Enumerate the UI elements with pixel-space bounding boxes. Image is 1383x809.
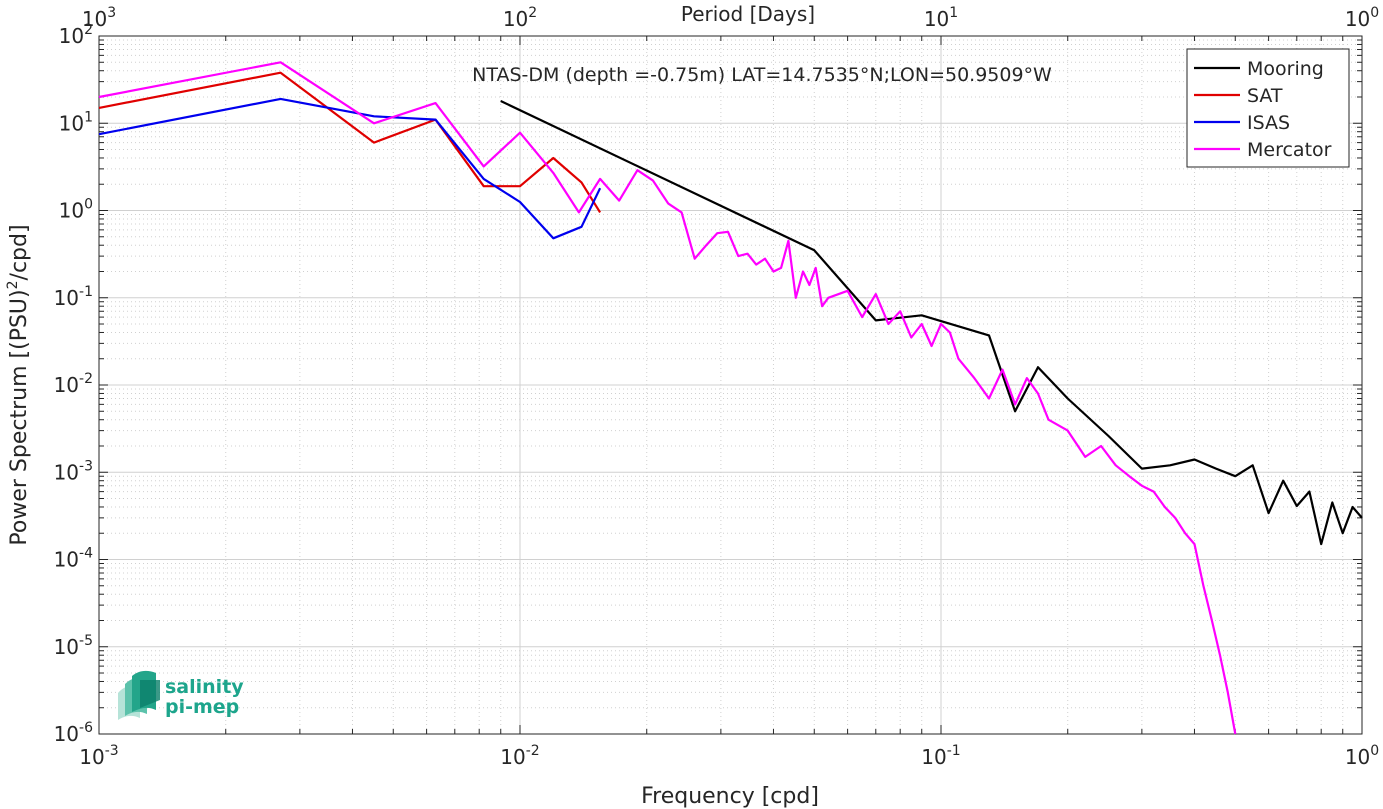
series-line-isas <box>98 97 602 240</box>
y-tick-label: 10-6 <box>54 720 94 746</box>
top-axis-label: Period [Days] <box>681 2 815 26</box>
y-tick-label: 10-1 <box>54 284 93 310</box>
y-axis-label-sup: 2 <box>5 280 21 289</box>
top-tick-label: 101 <box>924 5 958 31</box>
salinity-logo: salinity pi-mep <box>118 670 244 720</box>
series-line-sat <box>98 71 602 213</box>
y-tick-label: 101 <box>59 109 93 135</box>
y-axis-label-main: Power Spectrum [(PSU) <box>7 289 32 545</box>
y-tick-label: 10-4 <box>54 546 94 572</box>
top-tick-label: 103 <box>82 5 116 31</box>
y-tick-label: 10-3 <box>54 458 93 484</box>
y-tick-label: 10-2 <box>54 371 93 397</box>
chart-title: NTAS-DM (depth =-0.75m) LAT=14.7535°N;LO… <box>472 64 1052 86</box>
legend-label-isas: ISAS <box>1247 112 1290 134</box>
series-lines <box>98 61 1363 735</box>
series-line-mooring <box>500 100 1363 546</box>
logo-text-line2: pi-mep <box>165 696 239 718</box>
y-axis-label: Power Spectrum [(PSU)2/cpd] <box>5 224 32 545</box>
logo-text-line1: salinity <box>165 676 244 698</box>
axis-ticks <box>98 36 1362 735</box>
legend-label-sat: SAT <box>1247 85 1283 107</box>
x-tick-label: 10-3 <box>79 743 118 769</box>
y-axis-label-tail: /cpd] <box>7 224 32 280</box>
y-tick-label: 100 <box>59 197 93 223</box>
x-tick-label: 10-2 <box>500 743 539 769</box>
legend-label-mooring: Mooring <box>1247 58 1324 80</box>
logo-waves-icon <box>118 670 160 720</box>
y-tick-label: 102 <box>59 22 93 48</box>
x-tick-label: 100 <box>1345 743 1379 769</box>
top-tick-label: 100 <box>1345 5 1379 31</box>
x-axis-label: Frequency [cpd] <box>641 784 819 809</box>
series-line-mercator <box>98 61 1237 735</box>
y-tick-label: 10-5 <box>54 633 93 659</box>
legend: Mooring SAT ISAS Mercator <box>1186 48 1350 168</box>
top-tick-label: 102 <box>503 5 537 31</box>
x-tick-label: 10-1 <box>921 743 960 769</box>
legend-label-mercator: Mercator <box>1247 139 1332 161</box>
